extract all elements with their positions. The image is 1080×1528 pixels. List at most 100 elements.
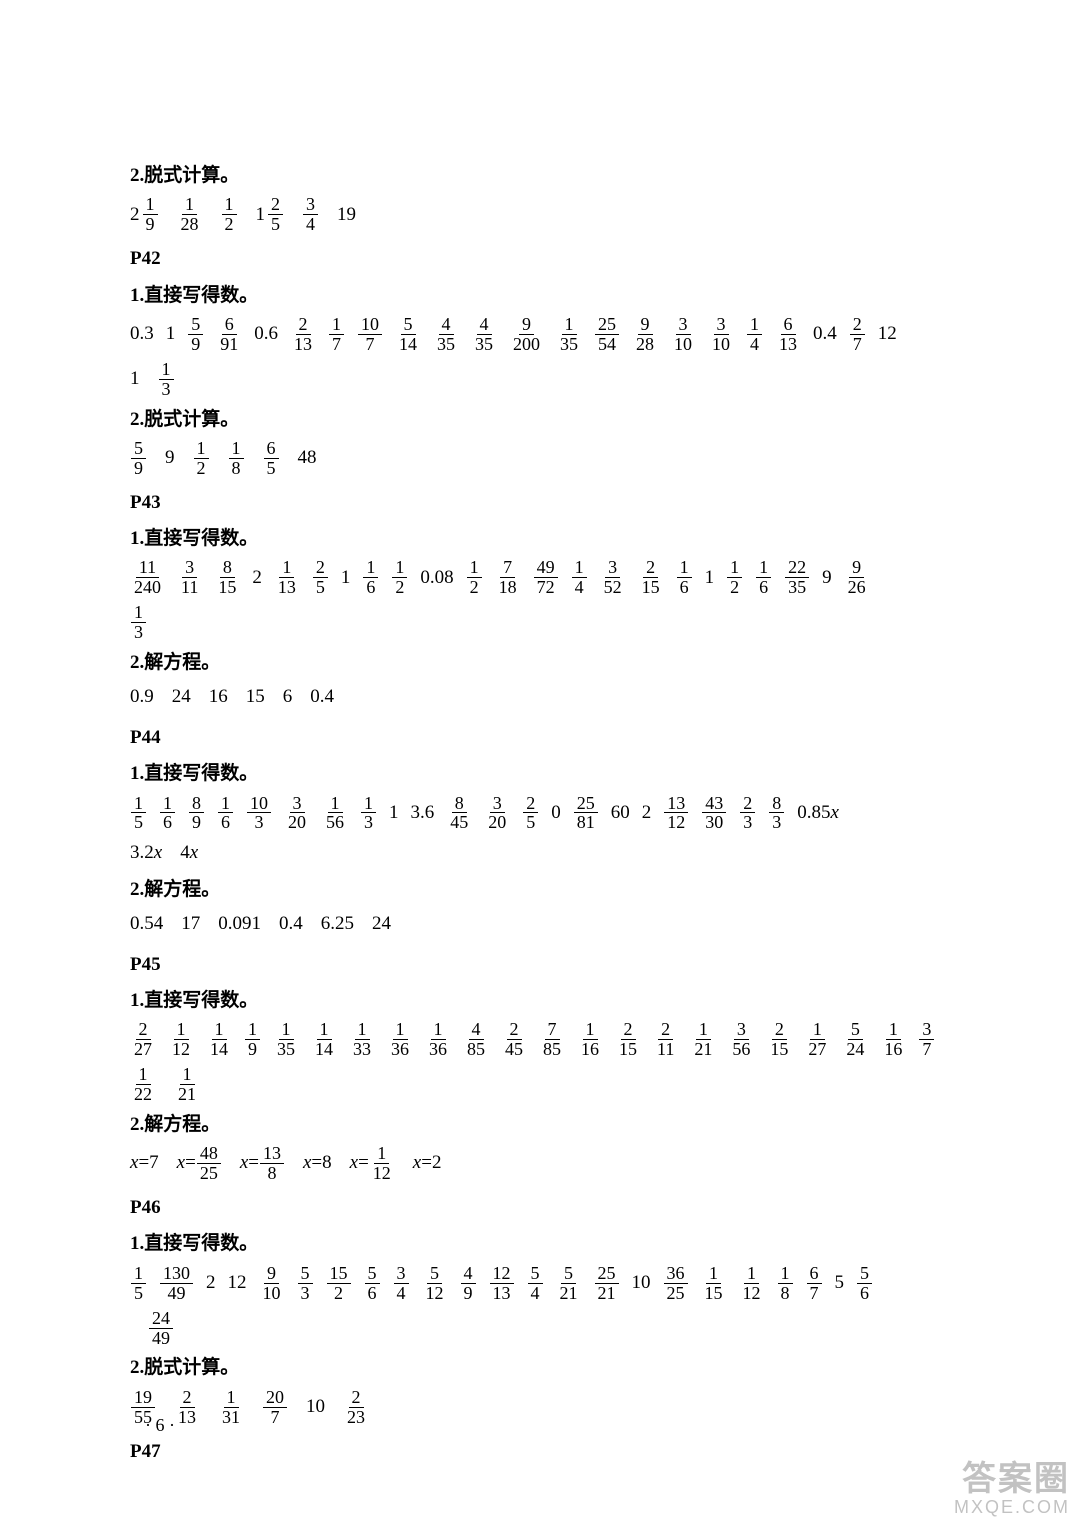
answer-item: 112	[168, 1020, 194, 1059]
answer-item: 12	[228, 1268, 247, 1298]
answer-row: 0.31596910.62131710751443543592001352554…	[130, 315, 960, 354]
answer-item: 54	[527, 1264, 544, 1303]
answer-item: x=7	[130, 1148, 159, 1178]
fraction: 11240	[131, 558, 164, 597]
answer-item: 10	[632, 1268, 651, 1298]
answer-item: 114	[311, 1020, 337, 1059]
answer-item: 815	[214, 558, 240, 597]
fraction: 215	[767, 1020, 791, 1059]
fraction: 115	[702, 1264, 726, 1303]
fraction: 352	[601, 558, 625, 597]
fraction: 18	[229, 439, 244, 478]
answer-item: 27	[849, 315, 866, 354]
answer-item: 14	[746, 315, 763, 354]
answer-item: 59	[187, 315, 204, 354]
fraction: 116	[578, 1020, 602, 1059]
answer-item: 1	[166, 319, 176, 349]
answer-item: 135	[273, 1020, 299, 1059]
fraction: 926	[845, 558, 869, 597]
answer-item: 785	[539, 1020, 565, 1059]
answer-item: 2554	[594, 315, 620, 354]
fraction: 311	[178, 558, 201, 597]
answer-item: 25	[312, 558, 329, 597]
answer-item: 0.4	[813, 319, 837, 349]
fraction: 13049	[160, 1264, 193, 1303]
answer-item: 219	[130, 195, 159, 234]
fraction: 12	[194, 439, 209, 478]
answer-item: 83	[768, 794, 785, 833]
answer-item: 59	[130, 439, 147, 478]
answer-item: 485	[463, 1020, 489, 1059]
answer-item: 107	[357, 315, 383, 354]
fraction: 116	[881, 1020, 905, 1059]
answer-item: 512	[422, 1264, 448, 1303]
block-label: 2.脱式计算。	[130, 161, 960, 191]
answer-item: x=138	[240, 1144, 285, 1183]
fraction: 54	[528, 1264, 543, 1303]
answer-item: 12	[391, 558, 408, 597]
fraction: 213	[175, 1388, 199, 1427]
answer-item: 0.3	[130, 319, 154, 349]
fraction: 113	[275, 558, 299, 597]
fraction: 12	[222, 195, 237, 234]
answer-item: 16	[676, 558, 693, 597]
fraction: 18	[778, 1264, 793, 1303]
answer-item: 16	[755, 558, 772, 597]
fraction: 9200	[510, 315, 543, 354]
fraction: 152	[327, 1264, 351, 1303]
answer-row: 219128121253419	[130, 195, 960, 234]
answer-item: 2581	[573, 794, 599, 833]
answer-item: 23	[739, 794, 756, 833]
answer-item: 0.85x	[797, 798, 839, 828]
fraction: 23	[740, 794, 755, 833]
answer-item: 125	[256, 195, 285, 234]
answer-item: 16	[217, 794, 234, 833]
answer-item: 0.6	[254, 319, 278, 349]
answer-item: 1	[389, 798, 399, 828]
fraction: 112	[740, 1264, 764, 1303]
answer-item: 5	[835, 1268, 845, 1298]
answer-item: 19	[337, 200, 356, 230]
answer-item: 320	[284, 794, 310, 833]
answer-item: 0.9	[130, 682, 154, 712]
answer-item: 18	[777, 1264, 794, 1303]
fraction: 227	[131, 1020, 155, 1059]
answer-item: 127	[804, 1020, 830, 1059]
answer-item: 845	[446, 794, 472, 833]
fraction: 910	[260, 1264, 284, 1303]
answer-item: 910	[259, 1264, 285, 1303]
answer-item: 2	[206, 1268, 216, 1298]
answer-item: 17	[181, 909, 200, 939]
fraction: 2449	[149, 1309, 173, 1348]
block-label: 2.解方程。	[130, 648, 960, 678]
answer-item: 9	[165, 443, 175, 473]
answer-item: 15	[246, 682, 265, 712]
fraction: 135	[557, 315, 581, 354]
fraction: 56	[857, 1264, 872, 1303]
answer-item: 13049	[159, 1264, 194, 1303]
answer-item: 112	[739, 1264, 765, 1303]
fraction: 25	[313, 558, 328, 597]
fraction: 122	[131, 1065, 155, 1104]
answer-row: 1513049212910531525634512491213545212521…	[130, 1264, 960, 1303]
answer-item: 0.4	[279, 909, 303, 939]
answer-item: 514	[395, 315, 421, 354]
fraction: 12	[467, 558, 482, 597]
fraction: 65	[264, 439, 279, 478]
answer-item: 65	[263, 439, 280, 478]
answer-item: 356	[728, 1020, 754, 1059]
answer-item: 16	[159, 794, 176, 833]
answer-item: 34	[393, 1264, 410, 1303]
answer-item: 131	[218, 1388, 244, 1427]
fraction: 524	[843, 1020, 867, 1059]
fraction: 114	[312, 1020, 336, 1059]
answer-item: 19	[244, 1020, 261, 1059]
answer-item: 3.6	[411, 798, 435, 828]
answer-item: 121	[174, 1065, 200, 1104]
answer-item: 1	[341, 563, 351, 593]
fraction: 310	[709, 315, 733, 354]
answer-item: 11240	[130, 558, 165, 597]
fraction: 16	[160, 794, 175, 833]
answer-item: 4x	[180, 838, 198, 868]
answer-item: 156	[322, 794, 348, 833]
